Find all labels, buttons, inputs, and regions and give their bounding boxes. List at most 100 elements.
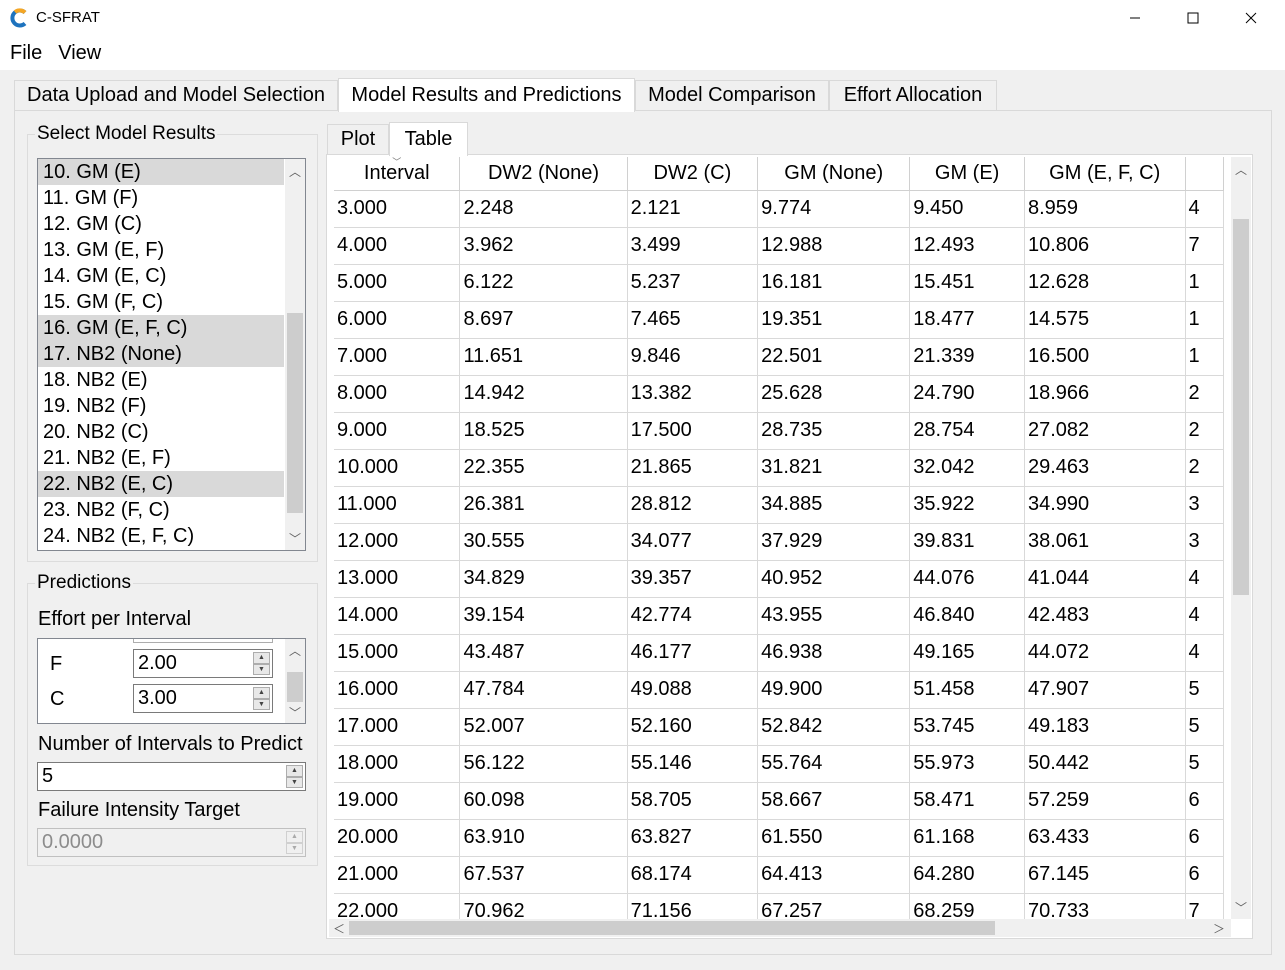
table-row[interactable]: 4.000 3.962 3.499 12.988 12.493 10.806 7 [334,227,1224,265]
table-cell[interactable]: 28.812 [627,486,759,524]
scroll-up-icon[interactable]: ︿ [288,164,301,179]
table-cell[interactable]: 21.865 [627,449,759,487]
table-cell[interactable]: 42.483 [1024,597,1186,635]
table-cell[interactable]: 43.955 [757,597,911,635]
table-row[interactable]: 10.000 22.355 21.865 31.821 32.042 29.463 2 [334,449,1224,487]
scroll-down-icon[interactable]: ﹀ [1234,900,1247,915]
table-cell[interactable]: 14.942 [459,375,628,413]
table-cell[interactable]: 16.000 [334,671,461,709]
table-cell[interactable]: 5 [1185,671,1224,709]
table-row[interactable]: 22.000 70.962 71.156 67.257 68.259 70.733 7 [334,893,1224,919]
table-cell[interactable]: 56.122 [459,745,628,783]
table-row[interactable]: 19.000 60.098 58.705 58.667 58.471 57.259 6 [334,782,1224,820]
table-cell[interactable]: 19.351 [757,301,911,339]
table-row[interactable]: 6.000 8.697 7.465 19.351 18.477 14.575 1 [334,301,1224,339]
table-cell[interactable]: 6.122 [459,264,628,302]
table-cell[interactable]: 49.088 [627,671,759,709]
table-cell[interactable]: 11.651 [459,338,628,376]
model-list-item[interactable]: 15. GM (F, C) [43,291,164,313]
table-cell[interactable]: 18.525 [459,412,628,450]
table-cell[interactable]: 5 [1185,708,1224,746]
table-cell[interactable]: 14.000 [334,597,461,635]
table-cell[interactable]: 57.259 [1024,782,1186,820]
minimize-button[interactable] [1106,0,1164,36]
table-cell[interactable]: 9.774 [757,190,911,228]
table-cell[interactable]: 42.774 [627,597,759,635]
effort-scrollbar[interactable]: ︿ ﹀ [285,639,305,723]
table-cell[interactable]: 63.910 [459,819,628,857]
table-cell[interactable]: 16.181 [757,264,911,302]
table-cell[interactable]: 52.842 [757,708,911,746]
model-list-item[interactable]: 24. NB2 (E, F, C) [43,525,195,547]
column-header[interactable]: GM (None) [757,157,911,191]
maximize-button[interactable] [1164,0,1222,36]
table-row[interactable]: 15.000 43.487 46.177 46.938 49.165 44.072 4 [334,634,1224,672]
table-horizontal-scrollbar[interactable]: ＜ ＞ [329,919,1231,937]
table-cell[interactable]: 30.555 [459,523,628,561]
spin-down-icon[interactable]: ▼ [253,698,270,710]
table-cell[interactable]: 12.628 [1024,264,1186,302]
model-list-item[interactable]: 17. NB2 (None) [38,341,284,367]
table-row[interactable]: 5.000 6.122 5.237 16.181 15.451 12.628 1 [334,264,1224,302]
table-cell[interactable]: 6.000 [334,301,461,339]
table-cell[interactable]: 70.733 [1024,893,1186,919]
table-cell[interactable]: 8.000 [334,375,461,413]
table-cell[interactable]: 25.628 [757,375,911,413]
table-hscroll-thumb[interactable] [349,921,995,935]
table-cell[interactable]: 55.146 [627,745,759,783]
table-cell[interactable]: 7.000 [334,338,461,376]
table-cell[interactable]: 67.537 [459,856,628,894]
table-cell[interactable]: 28.735 [757,412,911,450]
scroll-down-icon[interactable]: ﹀ [288,705,301,720]
table-cell[interactable]: 70.962 [459,893,628,919]
table-cell[interactable]: 3.000 [334,190,461,228]
table-cell[interactable]: 21.339 [909,338,1025,376]
table-cell[interactable]: 58.471 [909,782,1025,820]
column-header[interactable]: DW2 (None) [459,157,628,191]
table-cell[interactable]: 7 [1185,227,1224,265]
table-cell[interactable]: 34.829 [459,560,628,598]
table-cell[interactable]: 12.493 [909,227,1025,265]
spin-up-icon[interactable]: ▲ [253,652,270,664]
tab-data-upload[interactable]: Data Upload and Model Selection [14,80,338,111]
table-cell[interactable]: 67.145 [1024,856,1186,894]
table-cell[interactable]: 4 [1185,560,1224,598]
table-row[interactable]: 20.000 63.910 63.827 61.550 61.168 63.433 6 [334,819,1224,857]
column-header[interactable]: GM (E, F, C) [1024,157,1186,191]
scroll-right-icon[interactable]: ＞ [1212,921,1225,936]
scroll-up-icon[interactable]: ︿ [288,643,301,658]
column-header[interactable]: GM (E) [909,157,1025,191]
spin-down-icon[interactable]: ▼ [286,776,303,788]
table-row[interactable]: 13.000 34.829 39.357 40.952 44.076 41.044 4 [334,560,1224,598]
close-button[interactable] [1222,0,1280,36]
spin-down-icon[interactable]: ▼ [253,663,270,675]
table-cell[interactable]: 47.907 [1024,671,1186,709]
table-cell[interactable]: 3 [1185,486,1224,524]
table-cell[interactable]: 13.000 [334,560,461,598]
table-cell[interactable]: 34.885 [757,486,911,524]
table-cell[interactable]: 15.451 [909,264,1025,302]
table-cell[interactable]: 14.575 [1024,301,1186,339]
column-header[interactable] [1185,157,1224,191]
table-cell[interactable]: 38.061 [1024,523,1186,561]
tab-plot[interactable]: Plot [327,124,389,155]
table-cell[interactable]: 49.183 [1024,708,1186,746]
table-cell[interactable]: 11.000 [334,486,461,524]
table-row[interactable]: 17.000 52.007 52.160 52.842 53.745 49.183 5 [334,708,1224,746]
table-row[interactable]: 18.000 56.122 55.146 55.764 55.973 50.442 5 [334,745,1224,783]
table-cell[interactable]: 2 [1185,449,1224,487]
table-cell[interactable]: 64.413 [757,856,911,894]
table-cell[interactable]: 13.382 [627,375,759,413]
model-list-item[interactable]: 11. GM (F) [43,187,139,209]
table-cell[interactable]: 29.463 [1024,449,1186,487]
table-cell[interactable]: 49.165 [909,634,1025,672]
table-cell[interactable]: 43.487 [459,634,628,672]
table-cell[interactable]: 44.072 [1024,634,1186,672]
table-cell[interactable]: 35.922 [909,486,1025,524]
spin-up-icon[interactable]: ▲ [253,687,270,699]
table-row[interactable]: 14.000 39.154 42.774 43.955 46.840 42.483 4 [334,597,1224,635]
table-cell[interactable]: 27.082 [1024,412,1186,450]
table-vertical-scrollbar[interactable]: ︿ ﹀ [1231,157,1251,919]
table-cell[interactable]: 39.357 [627,560,759,598]
table-cell[interactable]: 1 [1185,338,1224,376]
